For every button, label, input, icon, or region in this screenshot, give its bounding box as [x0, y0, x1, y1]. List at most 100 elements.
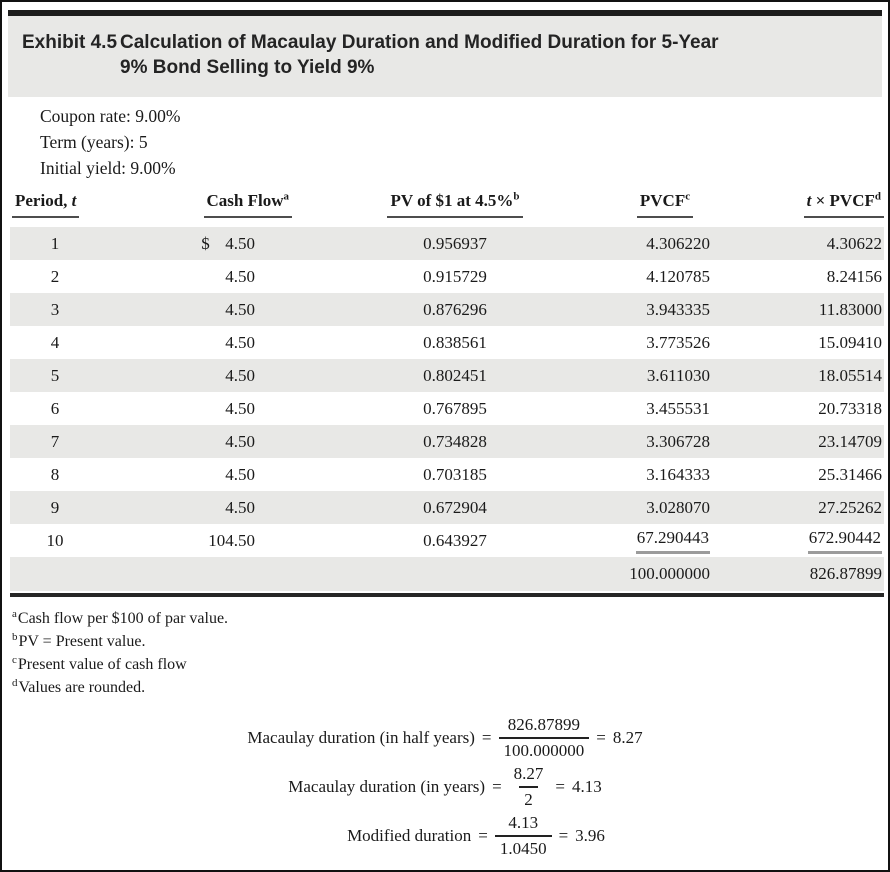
equals-sign: = [478, 825, 488, 845]
equals-sign: = [558, 825, 569, 845]
cell-cash-flow: 104.50 [100, 524, 310, 557]
table-bottom-rule [10, 593, 884, 597]
pvcf-value: 4.306220 [646, 233, 710, 253]
table-row: 9 4.50 0.672904 3.028070 27.25262 [10, 491, 884, 524]
t-pvcf-value: 18.05514 [818, 365, 882, 385]
duration-table: Period, t Cash Flowa PV of $1 at 4.5%b P… [10, 191, 884, 591]
t-pvcf-value: 27.25262 [818, 497, 882, 517]
col-header-pv: PV of $1 at 4.5%b [310, 191, 600, 227]
t-pvcf-value: 8.24156 [826, 266, 882, 286]
cell-pv: 0.767895 [423, 398, 487, 418]
pvcf-value: 3.773526 [646, 332, 710, 352]
numerator: 826.87899 [507, 714, 581, 734]
cell-period: 2 [50, 266, 60, 286]
footnotes: aCash flow per $100 of par value. bPV = … [12, 607, 888, 699]
cash-flow-value: 4.50 [225, 365, 255, 385]
equals-sign: = [492, 776, 502, 796]
cell-t-pvcf: 25.31466 [730, 458, 884, 491]
total-pvcf-cell: 100.000000 [600, 557, 730, 591]
exhibit-title-line2: 9% Bond Selling to Yield 9% [120, 57, 375, 78]
empty-cell [310, 557, 600, 591]
cash-flow-value: 4.50 [225, 332, 255, 352]
cell-pvcf: 3.455531 [600, 392, 730, 425]
cell-cash-flow: 4.50 [100, 359, 310, 392]
cell-t-pvcf: 8.24156 [730, 260, 884, 293]
col-header-period: Period, t [10, 191, 100, 227]
table-header: Period, t Cash Flowa PV of $1 at 4.5%b P… [10, 191, 884, 227]
cell-t-pvcf: 23.14709 [730, 425, 884, 458]
totals-row: 100.000000 826.87899 [10, 557, 884, 591]
footnote-marker: d [12, 676, 18, 689]
cash-flow-value: 4.50 [225, 266, 255, 286]
cell-period: 3 [50, 299, 60, 319]
cell-cash-flow: 4.50 [100, 260, 310, 293]
header-italic-t: t [71, 191, 77, 210]
header-text: Cash Flow [206, 191, 284, 210]
cell-pvcf: 3.773526 [600, 326, 730, 359]
empty-cell [10, 557, 100, 591]
cell-period: 6 [50, 398, 60, 418]
pvcf-value: 3.164333 [646, 464, 710, 484]
cell-pv: 0.915729 [423, 266, 487, 286]
header-underline: Cash Flowa [203, 190, 292, 218]
fraction: 826.87899 100.000000 [498, 714, 590, 761]
cell-period: 9 [50, 497, 60, 517]
pvcf-value: 3.943335 [646, 299, 710, 319]
col-header-pvcf: PVCFc [600, 191, 730, 227]
formula-result: 3.96 [575, 825, 605, 845]
footnote-marker: b [513, 190, 520, 203]
footnote-c: cPresent value of cash flow [12, 653, 888, 676]
cell-cash-flow: $4.50 [100, 227, 310, 260]
header-underline: Period, t [12, 191, 80, 218]
footnote-text: Values are rounded. [18, 679, 146, 696]
fraction: 8.27 2 [509, 764, 549, 810]
numerator: 8.27 [513, 763, 544, 783]
top-rule [8, 10, 882, 16]
macaulay-half-years-formula: Macaulay duration (in half years) = 826.… [2, 713, 888, 762]
denominator: 1.0450 [494, 834, 552, 859]
exhibit-label: Exhibit 4.5 [22, 32, 118, 53]
col-header-cash-flow: Cash Flowa [100, 191, 310, 227]
pvcf-value: 3.028070 [646, 497, 710, 517]
cell-pvcf: 4.306220 [600, 227, 730, 260]
cell-pvcf: 3.028070 [600, 491, 730, 524]
table-row: 10 104.50 0.643927 67.290443 672.90442 [10, 524, 884, 557]
cell-pvcf: 3.943335 [600, 293, 730, 326]
pvcf-value: 3.611030 [646, 365, 710, 385]
cell-pvcf: 3.611030 [600, 359, 730, 392]
cash-flow-value: 104.50 [208, 530, 255, 550]
header-underline: t × PVCFd [803, 190, 884, 218]
pvcf-value: 3.306728 [646, 431, 710, 451]
footnote-marker: d [874, 190, 881, 203]
t-pvcf-value: 11.83000 [818, 299, 882, 319]
table-row: 5 4.50 0.802451 3.611030 18.05514 [10, 359, 884, 392]
cell-t-pvcf: 15.09410 [730, 326, 884, 359]
cell-cash-flow: 4.50 [100, 425, 310, 458]
cell-pvcf: 3.164333 [600, 458, 730, 491]
cell-t-pvcf: 18.05514 [730, 359, 884, 392]
table-body: 1 $4.50 0.956937 4.306220 4.30622 2 4.50… [10, 227, 884, 591]
cell-t-pvcf: 672.90442 [730, 524, 884, 557]
table-row: 7 4.50 0.734828 3.306728 23.14709 [10, 425, 884, 458]
header-text: PV of $1 at 4.5% [390, 191, 514, 210]
empty-cell [100, 557, 310, 591]
cell-pv: 0.734828 [423, 431, 487, 451]
total-t-pvcf-cell: 826.87899 [730, 557, 884, 591]
header-italic-t: t [806, 191, 812, 210]
footnote-text: PV = Present value. [18, 633, 146, 650]
table-row: 4 4.50 0.838561 3.773526 15.09410 [10, 326, 884, 359]
exhibit-title-line1: Calculation of Macaulay Duration and Mod… [120, 32, 719, 53]
formula-result: 4.13 [572, 776, 602, 796]
header-underline: PVCFc [636, 191, 694, 218]
equals-sign: = [555, 776, 566, 796]
exhibit-title: Calculation of Macaulay Duration and Mod… [120, 30, 868, 80]
cell-cash-flow: 4.50 [100, 392, 310, 425]
table-row: 1 $4.50 0.956937 4.306220 4.30622 [10, 227, 884, 260]
footnote-marker: a [283, 190, 290, 203]
table-row: 3 4.50 0.876296 3.943335 11.83000 [10, 293, 884, 326]
cell-period: 4 [50, 332, 60, 352]
table-row: 8 4.50 0.703185 3.164333 25.31466 [10, 458, 884, 491]
cell-period: 1 [50, 233, 60, 253]
footnote-marker: b [12, 630, 18, 643]
footnote-a: aCash flow per $100 of par value. [12, 607, 888, 630]
